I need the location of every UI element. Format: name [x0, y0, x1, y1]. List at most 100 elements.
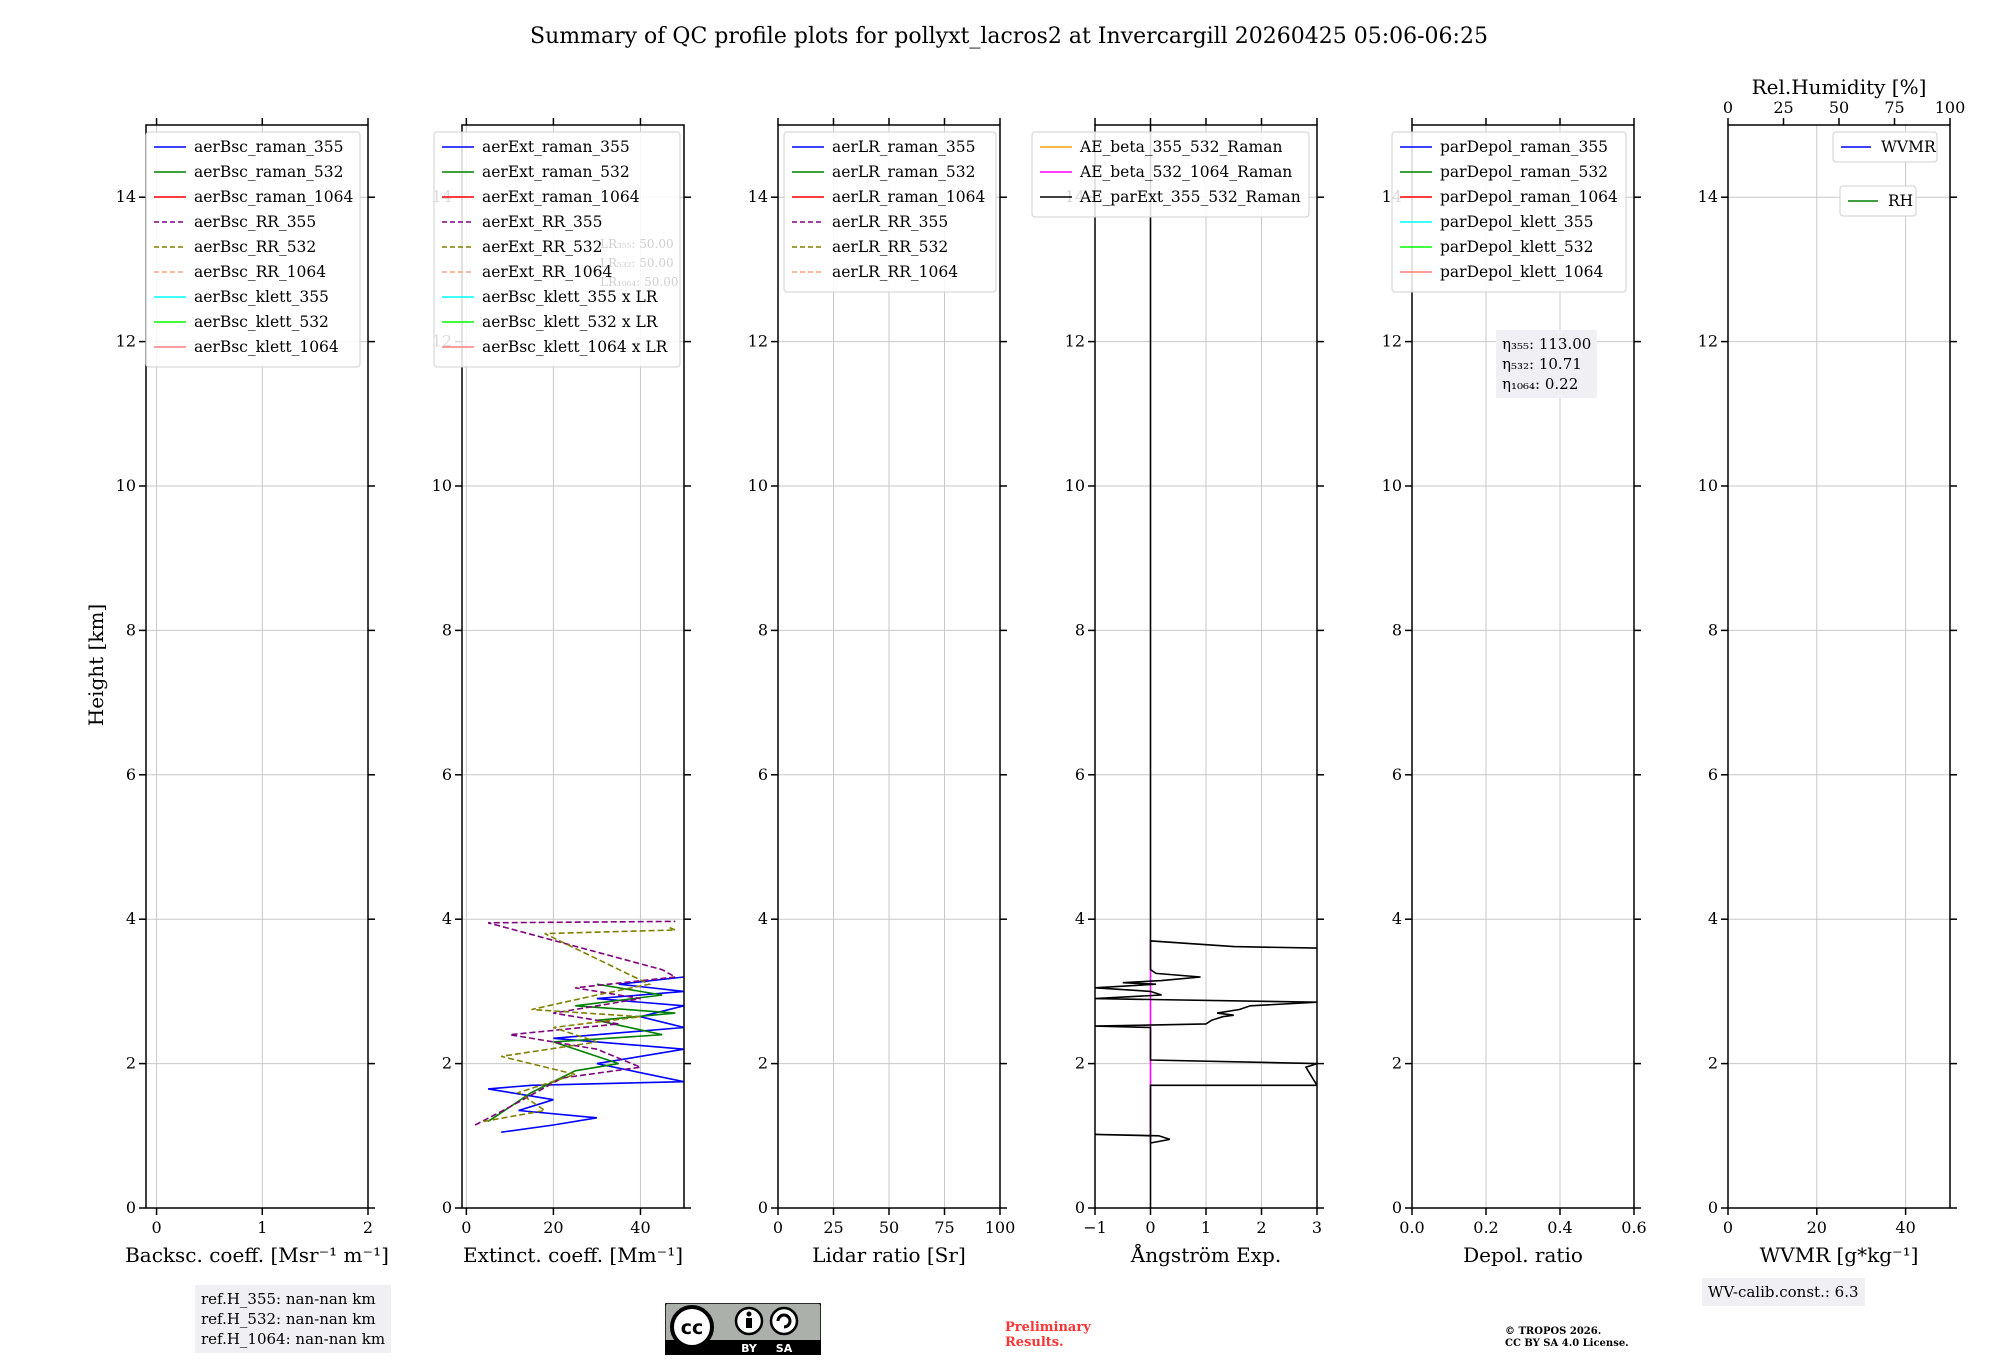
legend-box	[1391, 131, 1627, 293]
cc-sa-text: SA	[776, 1342, 793, 1355]
x-tick-label: 0.6	[1621, 1218, 1646, 1237]
y-tick-label: 14	[116, 187, 136, 206]
legend-entry: parDepol_raman_532	[1440, 163, 1608, 181]
x-axis-label: WVMR [g*kg⁻¹]	[1760, 1243, 1919, 1267]
eta-box: η₃₅₅: 113.00 η₅₃₂: 10.71 η₁₀₆₄: 0.22	[1496, 330, 1598, 398]
series-line-aerext-raman-532	[487, 983, 676, 1123]
x-tick-label: 0	[1145, 1218, 1155, 1237]
x-axis-label: Extinct. coeff. [Mm⁻¹]	[463, 1243, 683, 1267]
y-tick-label: 14	[748, 187, 768, 206]
cc-by-text: BY	[741, 1342, 758, 1355]
legend-entry: parDepol_klett_355	[1440, 213, 1593, 231]
legend-entry: aerBsc_RR_1064	[194, 263, 326, 281]
legend-entry: aerBsc_klett_1064 x LR	[482, 338, 669, 356]
lidar-ratio-note: LR₅₃₂: 50.00	[600, 256, 674, 270]
axes-frame	[461, 124, 685, 1209]
legend-entry: parDepol_klett_532	[1440, 238, 1593, 256]
cc-by-sa-license-badge: cc BY SA	[664, 1302, 822, 1356]
preliminary-line-1: Preliminary	[1005, 1320, 1091, 1335]
series-line-ae-parext-355-532-raman	[1095, 940, 1317, 1208]
x-tick-label: 0.2	[1473, 1218, 1498, 1237]
copyright-line-2: CC BY SA 4.0 License.	[1505, 1338, 1629, 1349]
y-tick-label: 2	[1708, 1054, 1718, 1073]
legend-entry: aerBsc_RR_532	[194, 238, 316, 256]
eta-532: η₅₃₂: 10.71	[1502, 355, 1582, 373]
x-tick-label: 25	[823, 1218, 843, 1237]
y-tick-label: 12	[1065, 332, 1085, 351]
top-tick-label: 50	[1829, 98, 1849, 117]
legend-box	[1031, 131, 1310, 218]
legend-entry: aerBsc_RR_355	[194, 213, 316, 231]
legend-entry: aerBsc_klett_355 x LR	[482, 288, 659, 306]
x-tick-label: 20	[543, 1218, 563, 1237]
y-tick-label: 12	[1698, 332, 1718, 351]
x-tick-label: 50	[879, 1218, 899, 1237]
y-tick-label: 12	[748, 332, 768, 351]
y-tick-label: 6	[758, 765, 768, 784]
y-tick-label: 10	[1382, 476, 1402, 495]
legend-entry: aerExt_raman_355	[482, 138, 630, 156]
legend-entry: RH	[1888, 192, 1913, 210]
x-tick-label: 0	[1723, 1218, 1733, 1237]
axes-frame	[1727, 124, 1951, 1209]
y-tick-label: 10	[1698, 476, 1718, 495]
y-tick-label: 2	[1075, 1054, 1085, 1073]
ref-height-532: ref.H_532: nan-nan km	[201, 1310, 376, 1328]
y-tick-label: 4	[758, 909, 768, 928]
y-tick-label: 2	[1392, 1054, 1402, 1073]
legend-entry: WVMR	[1881, 138, 1937, 156]
legend-box	[783, 131, 997, 293]
x-tick-label: −1	[1083, 1218, 1107, 1237]
y-tick-label: 2	[758, 1054, 768, 1073]
copyright-line-1: © TROPOS 2026.	[1505, 1326, 1602, 1337]
legend-box	[145, 131, 361, 368]
legend-entry: parDepol_raman_355	[1440, 138, 1608, 156]
y-tick-label: 8	[126, 620, 136, 639]
top-tick-label: 0	[1723, 98, 1733, 117]
legend-entry: aerExt_raman_532	[482, 163, 630, 181]
legend-entry: aerExt_raman_1064	[482, 188, 640, 206]
ref-heights-box: ref.H_355: nan-nan km ref.H_532: nan-nan…	[195, 1285, 392, 1353]
top-tick-label: 25	[1773, 98, 1793, 117]
legend-entry: aerExt_RR_1064	[482, 263, 613, 281]
x-tick-label: 3	[1312, 1218, 1322, 1237]
y-tick-label: 10	[748, 476, 768, 495]
y-tick-label: 0	[1392, 1198, 1402, 1217]
legend-entry: aerBsc_klett_355	[194, 288, 329, 306]
x-axis-label: Backsc. coeff. [Msr⁻¹ m⁻¹]	[125, 1243, 389, 1267]
x-tick-label: 100	[985, 1218, 1016, 1237]
eta-1064: η₁₀₆₄: 0.22	[1502, 375, 1579, 393]
legend-entry: AE_beta_532_1064_Raman	[1079, 163, 1292, 181]
y-tick-label: 10	[432, 476, 452, 495]
y-axis-label: Height [km]	[84, 604, 108, 726]
x-tick-label: 0	[151, 1218, 161, 1237]
series-line-aerext-raman-355	[487, 976, 684, 1133]
y-tick-label: 8	[1708, 620, 1718, 639]
y-tick-label: 6	[442, 765, 452, 784]
x-tick-label: 40	[630, 1218, 650, 1237]
y-tick-label: 8	[1075, 620, 1085, 639]
y-tick-label: 2	[442, 1054, 452, 1073]
x-tick-label: 0.4	[1547, 1218, 1572, 1237]
legend-entry: aerBsc_klett_532 x LR	[482, 313, 659, 331]
top-tick-label: 75	[1884, 98, 1904, 117]
y-tick-label: 10	[116, 476, 136, 495]
preliminary-line-2: Results.	[1005, 1335, 1064, 1350]
lidar-ratio-note: LR₁₀₆₄: 50.00	[600, 275, 678, 289]
series-line-aerext-rr-355	[474, 920, 678, 1126]
panel-3: 0 25 50 75 100 0 2 4 6 8 10 12 14 Lidar ratio [Sr] aer…	[748, 118, 1016, 1267]
y-tick-label: 2	[126, 1054, 136, 1073]
ref-height-1064: ref.H_1064: nan-nan km	[201, 1330, 386, 1348]
panel-6: 0 20 40 0 2 4 6 8 10 12 14 0 25 50 75 100 Rel.Humidity […	[1698, 75, 1966, 1267]
axes-frame	[145, 124, 369, 1209]
legend-entry: aerLR_raman_355	[832, 138, 975, 156]
y-tick-label: 4	[1708, 909, 1718, 928]
x-tick-label: 1	[257, 1218, 267, 1237]
legend-entry: aerLR_RR_1064	[832, 263, 958, 281]
x-tick-label: 20	[1807, 1218, 1827, 1237]
x-tick-label: 2	[363, 1218, 373, 1237]
legend-entry: AE_parExt_355_532_Raman	[1079, 188, 1301, 206]
legend-entry: aerBsc_raman_532	[194, 163, 344, 181]
legend-entry: aerLR_raman_1064	[832, 188, 985, 206]
